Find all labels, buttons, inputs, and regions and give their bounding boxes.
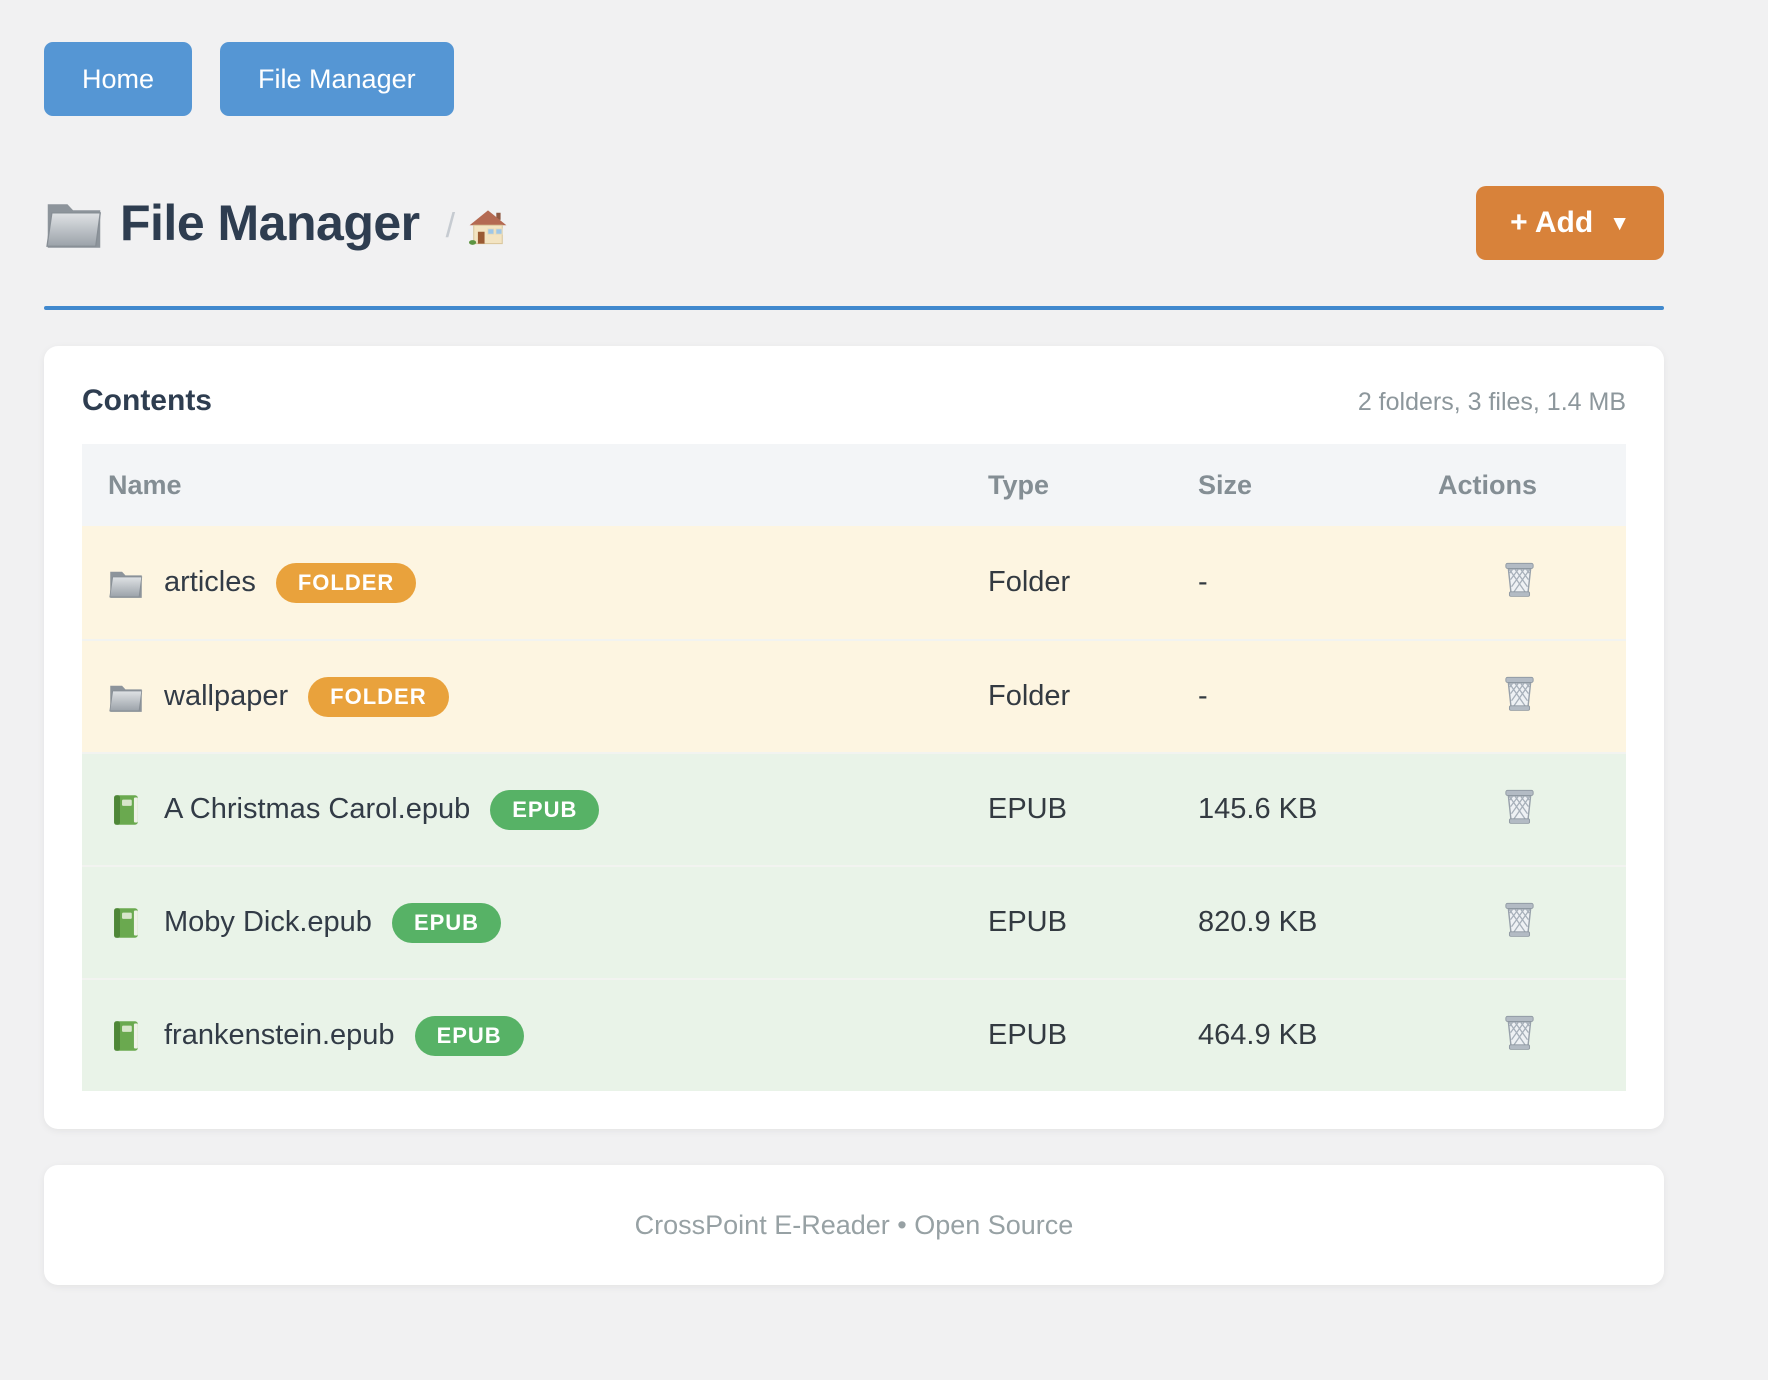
item-type: Folder — [962, 639, 1172, 752]
trash-icon — [1501, 561, 1538, 601]
trash-icon — [1501, 901, 1538, 941]
file-table: Name Type Size Actions articles FOLDER F… — [82, 444, 1626, 1091]
column-header-name: Name — [82, 444, 962, 526]
item-name[interactable]: A Christmas Carol.epub — [164, 793, 471, 825]
table-row[interactable]: Moby Dick.epub EPUB EPUB 820.9 KB — [82, 865, 1626, 978]
delete-button[interactable] — [1497, 1010, 1542, 1058]
delete-button[interactable] — [1497, 784, 1542, 832]
book-icon — [108, 793, 144, 827]
trash-icon — [1501, 1014, 1538, 1054]
item-name[interactable]: frankenstein.epub — [164, 1019, 395, 1051]
trash-icon — [1501, 675, 1538, 715]
table-row[interactable]: articles FOLDER Folder - — [82, 526, 1626, 639]
table-row[interactable]: frankenstein.epub EPUB EPUB 464.9 KB — [82, 978, 1626, 1091]
item-type: EPUB — [962, 752, 1172, 865]
column-header-size: Size — [1172, 444, 1412, 526]
add-button[interactable]: + Add ▼ — [1476, 186, 1664, 260]
header-divider — [44, 306, 1664, 310]
table-header-row: Name Type Size Actions — [82, 444, 1626, 526]
folder-icon — [108, 680, 144, 714]
nav-file-manager-button[interactable]: File Manager — [220, 42, 454, 116]
item-type: Folder — [962, 526, 1172, 639]
type-badge: EPUB — [490, 789, 600, 830]
add-button-label: + Add — [1510, 206, 1594, 239]
page: Home File Manager File Manager / + Add ▼… — [44, 0, 1664, 1285]
item-size: 145.6 KB — [1172, 752, 1412, 865]
breadcrumb-separator: / — [445, 206, 456, 245]
type-badge: FOLDER — [308, 676, 449, 717]
table-row[interactable]: A Christmas Carol.epub EPUB EPUB 145.6 K… — [82, 752, 1626, 865]
type-badge: EPUB — [414, 1015, 524, 1056]
item-size: - — [1172, 526, 1412, 639]
delete-button[interactable] — [1497, 671, 1542, 719]
footer-text: CrossPoint E-Reader • Open Source — [634, 1209, 1074, 1240]
item-type: EPUB — [962, 865, 1172, 978]
footer: CrossPoint E-Reader • Open Source — [44, 1165, 1664, 1285]
book-icon — [108, 1019, 144, 1053]
item-type: EPUB — [962, 978, 1172, 1091]
item-size: - — [1172, 639, 1412, 752]
folder-icon — [44, 196, 104, 250]
item-name[interactable]: articles — [164, 566, 256, 598]
type-badge: EPUB — [391, 902, 502, 943]
home-icon[interactable] — [469, 209, 507, 245]
title-group: File Manager / — [44, 194, 507, 252]
column-header-type: Type — [962, 444, 1172, 526]
nav-home-button[interactable]: Home — [44, 42, 193, 116]
delete-button[interactable] — [1497, 897, 1542, 945]
folder-icon — [108, 566, 144, 600]
page-title: File Manager — [120, 195, 420, 251]
contents-panel: Contents 2 folders, 3 files, 1.4 MB Name… — [44, 346, 1664, 1129]
chevron-down-icon: ▼ — [1609, 212, 1630, 235]
item-size: 464.9 KB — [1172, 978, 1412, 1091]
contents-summary: 2 folders, 3 files, 1.4 MB — [1357, 388, 1626, 416]
item-name[interactable]: wallpaper — [164, 680, 289, 712]
book-icon — [108, 906, 144, 940]
type-badge: FOLDER — [275, 562, 417, 603]
top-nav: Home File Manager — [44, 42, 1664, 116]
contents-title: Contents — [82, 384, 212, 417]
delete-button[interactable] — [1497, 557, 1542, 605]
page-header: File Manager / + Add ▼ — [44, 186, 1664, 260]
item-name[interactable]: Moby Dick.epub — [164, 906, 372, 938]
item-size: 820.9 KB — [1172, 865, 1412, 978]
column-header-actions: Actions — [1412, 444, 1626, 526]
trash-icon — [1501, 788, 1538, 828]
table-row[interactable]: wallpaper FOLDER Folder - — [82, 639, 1626, 752]
